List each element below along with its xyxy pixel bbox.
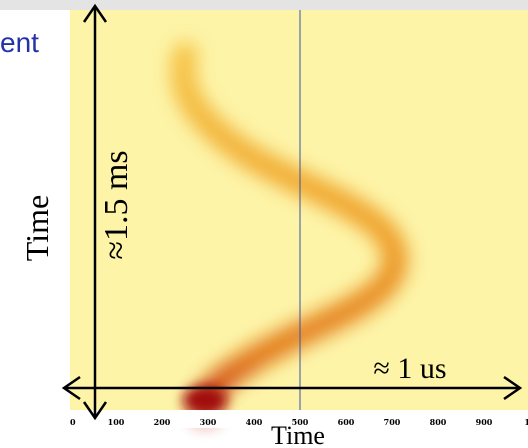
x-axis-label: Time [271,421,325,448]
x-axis-strip [70,410,528,428]
x-tick-label: 800 [430,417,447,427]
x-tick-label: 600 [338,417,355,427]
y-axis-label: Time [19,195,55,261]
vertical-annotation: ≈1.5 ms [98,150,135,259]
x-tick-label: 0 [70,417,76,427]
horizontal-annotation: ≈ 1 us [373,352,446,385]
x-tick-label: 700 [384,417,401,427]
x-tick-label: 100 [108,417,125,427]
x-tick-label: 500 [292,417,309,427]
x-tick-label: 400 [246,417,263,427]
x-tick-label: 900 [476,417,493,427]
x-ticks: 0 100 200 300 400 500 600 700 800 900 10 [70,417,528,427]
x-tick-label: 10 [524,417,528,427]
heatmap-background [70,10,528,410]
top-strip [0,0,528,10]
x-tick-label: 300 [200,417,217,427]
x-tick-label: 200 [154,417,171,427]
arrows [61,3,523,421]
heatmap-trace [170,42,409,423]
slide-title: ent [0,27,39,58]
